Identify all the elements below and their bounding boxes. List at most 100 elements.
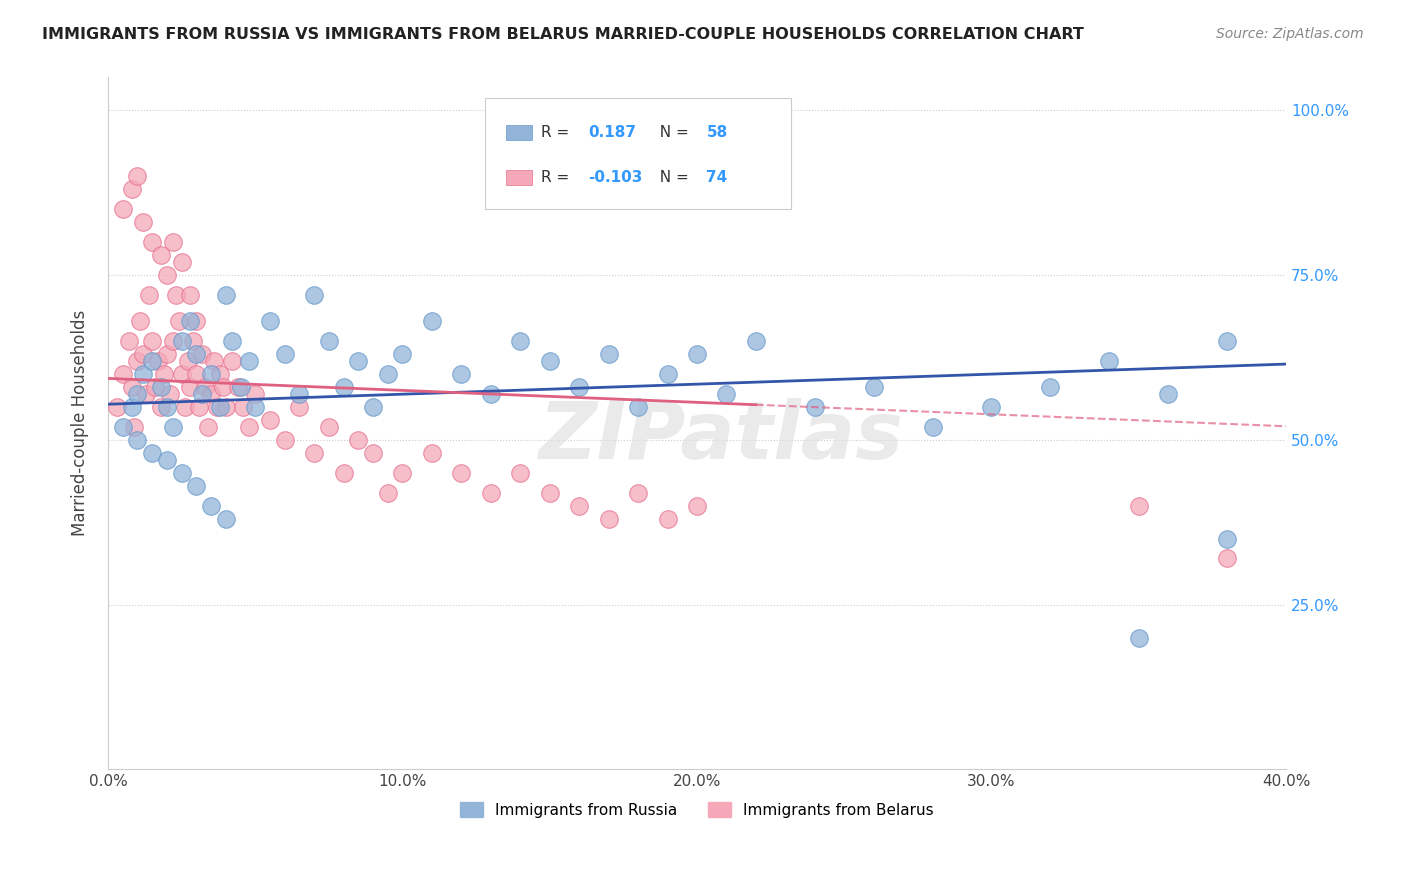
Text: -0.103: -0.103	[589, 170, 643, 186]
Point	[129, 314, 152, 328]
Point	[150, 380, 173, 394]
Point	[598, 512, 620, 526]
Point	[332, 380, 354, 394]
Point	[167, 314, 190, 328]
Point	[1216, 532, 1239, 546]
Point	[162, 419, 184, 434]
Point	[215, 512, 238, 526]
Point	[420, 314, 443, 328]
FancyBboxPatch shape	[485, 98, 792, 209]
Point	[121, 380, 143, 394]
Point	[391, 347, 413, 361]
Point	[245, 386, 267, 401]
Point	[135, 386, 157, 401]
Point	[186, 479, 208, 493]
FancyBboxPatch shape	[506, 125, 531, 140]
Point	[215, 288, 238, 302]
Point	[170, 255, 193, 269]
Point	[121, 400, 143, 414]
Point	[159, 386, 181, 401]
Point	[200, 367, 222, 381]
Point	[450, 466, 472, 480]
Point	[803, 400, 825, 414]
Point	[862, 380, 884, 394]
Text: R =: R =	[541, 170, 575, 186]
Point	[179, 380, 201, 394]
Point	[509, 334, 531, 348]
Point	[377, 485, 399, 500]
Point	[1157, 386, 1180, 401]
Point	[568, 380, 591, 394]
Point	[302, 288, 325, 302]
Point	[288, 400, 311, 414]
Text: N =: N =	[650, 170, 693, 186]
Point	[238, 419, 260, 434]
Point	[141, 235, 163, 249]
Point	[150, 400, 173, 414]
Point	[657, 512, 679, 526]
Point	[127, 353, 149, 368]
Point	[208, 367, 231, 381]
Text: 0.187: 0.187	[589, 125, 637, 140]
Point	[1216, 334, 1239, 348]
Point	[150, 248, 173, 262]
Point	[208, 400, 231, 414]
Point	[111, 367, 134, 381]
Text: N =: N =	[650, 125, 693, 140]
Point	[479, 485, 502, 500]
Point	[146, 353, 169, 368]
Point	[156, 400, 179, 414]
Point	[141, 446, 163, 460]
Point	[186, 347, 208, 361]
Point	[745, 334, 768, 348]
Text: 74: 74	[706, 170, 728, 186]
Point	[191, 386, 214, 401]
Point	[273, 433, 295, 447]
Point	[377, 367, 399, 381]
Point	[1128, 631, 1150, 645]
Point	[127, 433, 149, 447]
Point	[538, 485, 561, 500]
Point	[221, 353, 243, 368]
Point	[121, 182, 143, 196]
Point	[420, 446, 443, 460]
Point	[347, 433, 370, 447]
Text: Source: ZipAtlas.com: Source: ZipAtlas.com	[1216, 27, 1364, 41]
Point	[156, 452, 179, 467]
Point	[347, 353, 370, 368]
Point	[153, 367, 176, 381]
Y-axis label: Married-couple Households: Married-couple Households	[72, 310, 89, 536]
Point	[716, 386, 738, 401]
Point	[132, 215, 155, 229]
Point	[1098, 353, 1121, 368]
Legend: Immigrants from Russia, Immigrants from Belarus: Immigrants from Russia, Immigrants from …	[454, 796, 941, 824]
Point	[141, 334, 163, 348]
Point	[479, 386, 502, 401]
Point	[127, 386, 149, 401]
Point	[921, 419, 943, 434]
Point	[226, 380, 249, 394]
Point	[568, 499, 591, 513]
Point	[259, 314, 281, 328]
Point	[124, 419, 146, 434]
Point	[162, 235, 184, 249]
Point	[105, 400, 128, 414]
Text: R =: R =	[541, 125, 575, 140]
Point	[538, 353, 561, 368]
Text: ZIPatlas: ZIPatlas	[538, 398, 903, 476]
Point	[186, 314, 208, 328]
Text: 58: 58	[706, 125, 728, 140]
Point	[173, 400, 195, 414]
Point	[232, 400, 254, 414]
Point	[221, 334, 243, 348]
Point	[179, 288, 201, 302]
Point	[686, 499, 709, 513]
Point	[391, 466, 413, 480]
Point	[138, 288, 160, 302]
Point	[215, 400, 238, 414]
Point	[197, 419, 219, 434]
Point	[170, 367, 193, 381]
Point	[318, 419, 340, 434]
Point	[179, 314, 201, 328]
Point	[194, 380, 217, 394]
